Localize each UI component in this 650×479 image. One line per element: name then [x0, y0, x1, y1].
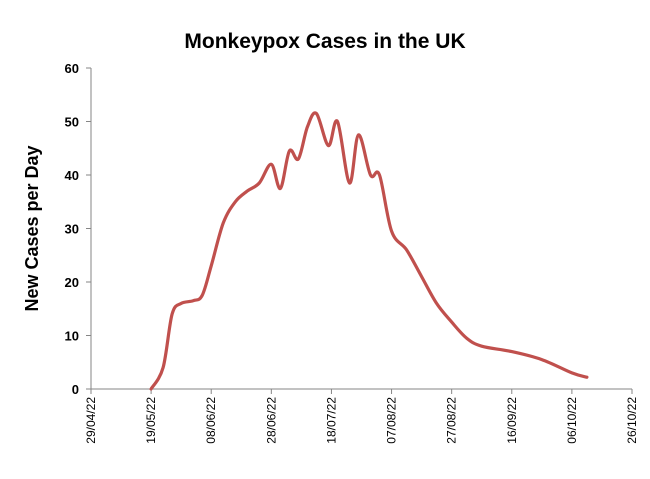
y-tick-label: 20: [65, 275, 79, 290]
y-tick-label: 30: [65, 222, 79, 237]
series-line: [149, 111, 589, 391]
y-tick-label: 0: [72, 382, 79, 397]
x-tick-label: 07/08/22: [385, 397, 399, 444]
x-tick-label: 08/06/22: [204, 397, 218, 444]
x-tick-label: 29/04/22: [84, 397, 98, 444]
y-tick-label: 50: [65, 115, 79, 130]
x-tick-label: 19/05/22: [144, 397, 158, 444]
x-tick-label: 18/07/22: [324, 397, 338, 444]
chart-title: Monkeypox Cases in the UK: [184, 30, 466, 53]
x-tick-label: 27/08/22: [445, 397, 459, 444]
x-tick-label: 16/09/22: [505, 397, 519, 444]
x-tick-label: 28/06/22: [264, 397, 278, 444]
y-tick-label: 10: [65, 329, 79, 344]
y-tick-label: 40: [65, 168, 79, 183]
x-tick-label: 06/10/22: [565, 397, 579, 444]
y-axis-label: New Cases per Day: [22, 145, 42, 311]
y-tick-label: 60: [65, 61, 79, 76]
x-tick-label: 26/10/22: [625, 397, 639, 444]
